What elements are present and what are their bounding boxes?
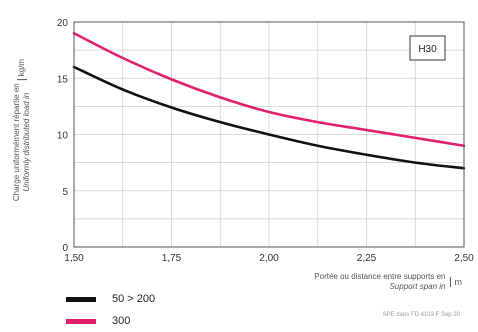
series-line-1 [72,65,466,170]
legend: 50 > 200 300 [66,288,155,332]
plot-frame [73,21,465,248]
legend-label: 50 > 200 [112,293,156,305]
box-label: H30 [418,44,437,55]
x-tick-label: 2,25 [357,253,377,264]
y-axis-title-line-1: Charge uniformément répartie en [12,83,21,202]
tick-labels: 0 5 10 15 20 1,50 1,75 2,00 2,25 2,50 [57,18,474,264]
footnote: SPE dans FD 4103 F Sep 20 [382,312,460,318]
y-axis-title-line-2: Uniformly distributed load in [22,92,31,192]
x-tick-label: 2,00 [259,253,279,264]
y-axis-title: Charge uniformément répartie en Uniforml… [2,10,42,250]
x-axis-title: Portée ou distance entre supports en Sup… [314,272,462,292]
x-tick-label: 1,75 [162,253,182,264]
legend-swatch [66,296,96,302]
series-line-2 [72,31,466,148]
legend-item: 50 > 200 [66,288,155,310]
y-tick-label: 0 [62,243,68,254]
x-axis-unit: m [449,277,462,287]
y-tick-label: 15 [57,74,69,85]
y-tick-label: 5 [62,187,68,198]
x-axis-title-line-2: Support span in [389,282,446,291]
x-tick-label: 2,50 [454,253,474,264]
legend-item: 300 [66,310,155,332]
legend-swatch [66,318,96,324]
h30-label-box: H30 [409,35,446,61]
x-tick-label: 1,50 [64,253,84,264]
legend-label: 300 [112,315,131,327]
y-tick-label: 20 [57,18,69,29]
series-lines [72,31,466,170]
y-axis-unit: kg/m [17,58,27,81]
y-tick-label: 10 [57,131,69,142]
line-chart: 0 5 10 15 20 1,50 1,75 2,00 2,25 2,50 H30 [57,18,474,264]
x-axis-title-line-1: Portée ou distance entre supports en [314,272,446,281]
